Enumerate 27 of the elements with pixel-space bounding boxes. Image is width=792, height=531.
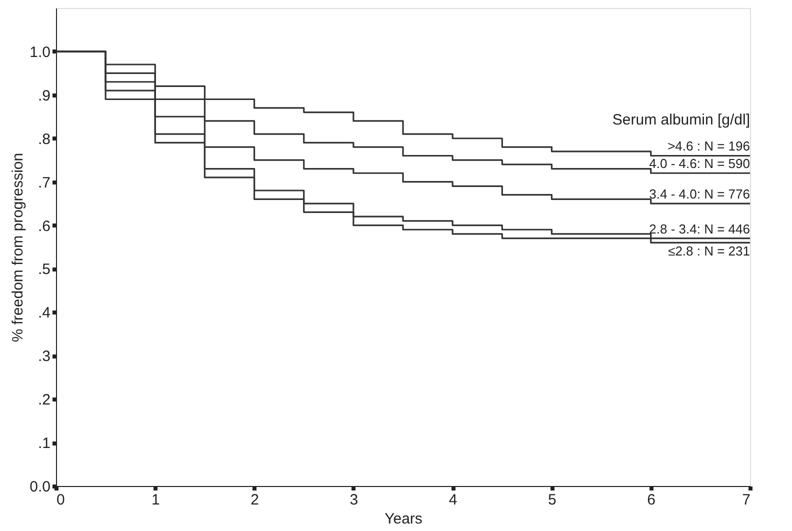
y-tick-label: .5 [38, 261, 50, 278]
x-tick-label: 0 [56, 492, 65, 508]
y-tick-label: .4 [38, 304, 50, 322]
y-tick-label: 0.0 [30, 478, 50, 496]
y-tick-label: .1 [38, 435, 50, 452]
x-tick-label: 7 [742, 492, 750, 508]
legend-title: Serum albumin [g/dl] [612, 112, 750, 129]
x-axis-title: Years [384, 510, 422, 528]
y-tick-label: .3 [38, 348, 50, 366]
y-tick-label: .6 [38, 218, 50, 235]
series-label: >4.6 : N = 196 [668, 138, 750, 154]
x-tick-label: 6 [647, 492, 656, 508]
y-tick-label: .7 [38, 174, 50, 192]
x-tick-label: 5 [548, 492, 556, 508]
x-tick-label: 2 [250, 492, 259, 508]
y-tick-label: .8 [38, 130, 50, 148]
series-label: 2.8 - 3.4: N = 446 [649, 221, 750, 236]
series-label: 4.0 - 4.6: N = 590 [649, 156, 750, 172]
y-tick-label: .2 [38, 392, 50, 409]
y-tick-label: .9 [38, 87, 50, 104]
x-tick-label: 1 [151, 492, 160, 508]
series-label: 3.4 - 4.0: N = 776 [649, 186, 750, 202]
x-tick-label: 4 [448, 492, 458, 508]
y-axis-title: % freedom from progression [10, 152, 27, 342]
series-label: ≤2.8 : N = 231 [668, 244, 750, 259]
x-tick-label: 3 [350, 492, 358, 508]
y-tick-label: 1.0 [30, 44, 50, 61]
